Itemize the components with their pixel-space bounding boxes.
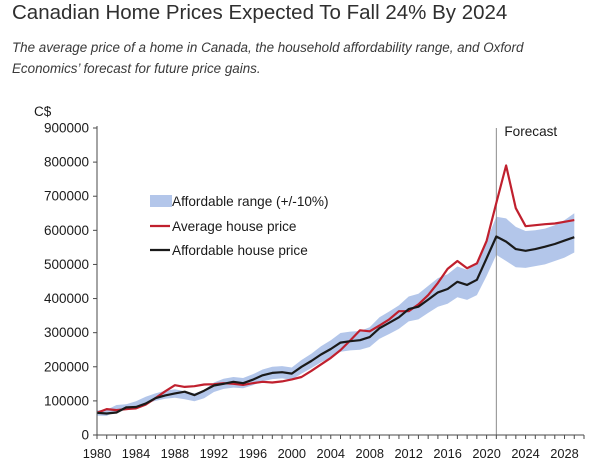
y-tick-label: 600000 <box>44 223 89 238</box>
legend-swatch-band <box>150 195 172 207</box>
y-tick-label: 300000 <box>44 325 89 340</box>
y-tick-label: 200000 <box>44 359 89 374</box>
y-tick-label: 500000 <box>44 257 89 272</box>
y-tick-label: 900000 <box>44 121 89 136</box>
x-tick-label: 2004 <box>317 446 345 461</box>
x-tick-label: 2028 <box>550 446 578 461</box>
x-tick-label: 2016 <box>433 446 461 461</box>
y-tick-label: 700000 <box>44 189 89 204</box>
chart-subtitle: The average price of a home in Canada, t… <box>12 40 524 76</box>
y-tick-label: 0 <box>81 428 89 443</box>
y-tick-label: 100000 <box>44 393 89 408</box>
y-tick-label: 400000 <box>44 291 89 306</box>
y-tick-label: 800000 <box>44 155 89 170</box>
y-axis-label: C$ <box>34 104 52 119</box>
x-tick-label: 1988 <box>161 446 189 461</box>
affordable-range-band <box>97 213 575 416</box>
affordable-house-price-line <box>96 235 575 415</box>
x-tick-label: 2020 <box>472 446 500 461</box>
legend-label-band: Affordable range (+/-10%) <box>172 194 329 209</box>
x-tick-label: 1996 <box>239 446 267 461</box>
x-tick-label: 2008 <box>355 446 383 461</box>
legend-label-affordable: Affordable house price <box>172 243 308 258</box>
x-tick-label: 1984 <box>122 446 150 461</box>
x-tick-label: 2024 <box>511 446 539 461</box>
average-house-price-line <box>96 164 575 414</box>
legend-label-average: Average house price <box>172 219 296 234</box>
chart-title: Canadian Home Prices Expected To Fall 24… <box>12 1 508 24</box>
x-tick-label: 2000 <box>278 446 306 461</box>
forecast-label: Forecast <box>504 124 557 139</box>
x-tick-label: 1980 <box>83 446 111 461</box>
x-tick-label: 2012 <box>394 446 422 461</box>
x-tick-label: 1992 <box>200 446 228 461</box>
